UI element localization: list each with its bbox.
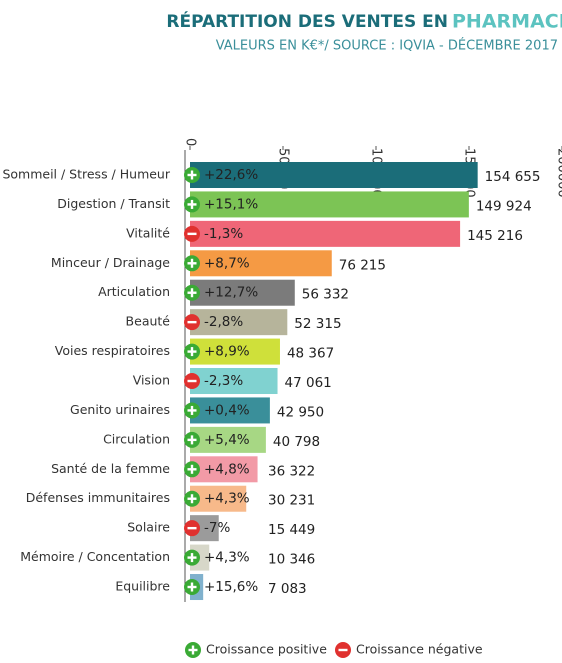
growth-positive-icon — [184, 579, 200, 595]
growth-negative-icon — [184, 226, 200, 242]
chart-title: RÉPARTITION DES VENTES EN — [166, 10, 448, 32]
growth-negative-icon — [335, 642, 351, 658]
growth-negative-icon — [184, 314, 200, 330]
growth-label: -2,8% — [204, 314, 243, 330]
growth-label: +4,3% — [204, 491, 250, 507]
growth-positive-icon — [184, 344, 200, 360]
data-label: 56 332 — [302, 287, 349, 303]
data-label: 154 655 — [485, 169, 541, 185]
growth-positive-icon — [184, 167, 200, 183]
growth-positive-icon — [184, 432, 200, 448]
y-tick-label: Beauté — [126, 314, 171, 329]
y-tick-label: Voies respiratoires — [55, 343, 170, 358]
growth-label: +12,7% — [204, 285, 258, 301]
growth-positive-icon — [184, 402, 200, 418]
data-label: 76 215 — [339, 257, 386, 273]
y-tick-label: Genito urinaires — [70, 402, 170, 417]
y-tick-label: Solaire — [127, 520, 170, 535]
legend-label: Croissance négative — [356, 642, 483, 657]
growth-label: +8,9% — [204, 344, 250, 360]
y-tick-label: Minceur / Drainage — [51, 255, 170, 270]
y-tick-label: Sommeil / Stress / Humeur — [2, 167, 170, 182]
growth-label: -2,3% — [204, 373, 243, 389]
data-label: 48 367 — [287, 346, 334, 362]
data-label: 52 315 — [294, 316, 341, 332]
growth-label: +8,7% — [204, 255, 250, 271]
data-label: 42 950 — [277, 404, 324, 420]
data-label: 40 798 — [273, 434, 320, 450]
y-tick-label: Défenses immunitaires — [26, 490, 170, 505]
growth-positive-icon — [184, 196, 200, 212]
growth-label: +15,1% — [204, 196, 258, 212]
y-tick-label: Digestion / Transit — [57, 196, 170, 211]
growth-positive-icon — [184, 461, 200, 477]
growth-label: +0,4% — [204, 402, 250, 418]
growth-label: +4,8% — [204, 461, 250, 477]
data-label: 149 924 — [476, 198, 532, 214]
growth-negative-icon — [184, 520, 200, 536]
data-label: 10 346 — [268, 552, 315, 568]
growth-label: +5,4% — [204, 432, 250, 448]
y-tick-label: Santé de la femme — [51, 461, 170, 476]
growth-positive-icon — [184, 285, 200, 301]
growth-positive-icon — [185, 642, 201, 658]
chart-title-highlight: PHARMACIE — [452, 11, 562, 33]
x-tick-label: 200000 — [555, 148, 562, 198]
data-label: 47 061 — [285, 375, 332, 391]
x-tick-label: 0 — [183, 138, 198, 146]
growth-positive-icon — [184, 255, 200, 271]
y-tick-label: Mémoire / Concentation — [20, 549, 170, 564]
data-label: 30 231 — [268, 493, 315, 509]
growth-label: +22,6% — [204, 167, 258, 183]
data-label: 7 083 — [268, 581, 307, 597]
growth-label: +4,3% — [204, 550, 250, 566]
growth-label: +15,6% — [204, 579, 258, 595]
legend-label: Croissance positive — [206, 642, 327, 657]
growth-positive-icon — [184, 491, 200, 507]
growth-positive-icon — [184, 550, 200, 566]
chart-subtitle: VALEURS EN K€*/ SOURCE : IQVIA - DÉCEMBR… — [216, 38, 558, 54]
data-label: 15 449 — [268, 522, 315, 538]
y-tick-label: Articulation — [98, 284, 170, 299]
y-tick-label: Circulation — [103, 431, 170, 446]
data-label: 145 216 — [467, 228, 523, 244]
growth-label: -7% — [204, 520, 230, 536]
y-tick-label: Vitalité — [126, 225, 170, 240]
growth-label: -1,3% — [204, 226, 243, 242]
y-tick-label: Vision — [133, 373, 170, 388]
data-label: 36 322 — [268, 463, 315, 479]
growth-negative-icon — [184, 373, 200, 389]
y-tick-label: Equilibre — [115, 579, 170, 594]
